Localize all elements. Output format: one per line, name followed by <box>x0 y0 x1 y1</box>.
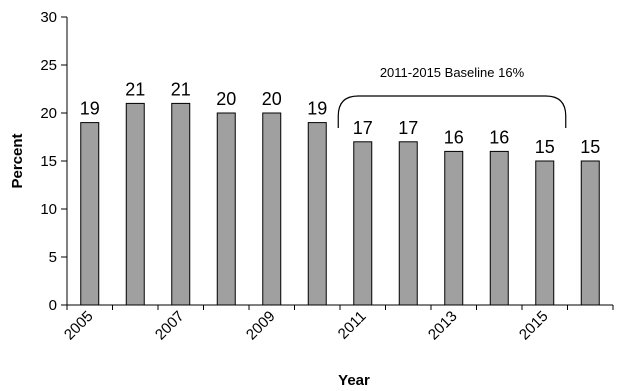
bar-2012 <box>398 141 418 306</box>
bar-2013 <box>444 150 464 306</box>
data-label: 19 <box>80 99 100 119</box>
y-tick-label: 25 <box>40 57 57 74</box>
data-label: 19 <box>307 99 327 119</box>
bar-2005 <box>80 122 100 306</box>
data-label: 17 <box>353 118 373 138</box>
x-tick-label: 2011 <box>335 308 370 343</box>
x-tick-label: 2005 <box>61 308 97 344</box>
bar-2010 <box>307 122 327 306</box>
bar-2016 <box>580 160 600 306</box>
y-tick-label: 30 <box>40 9 57 26</box>
x-tick-label: 2015 <box>516 308 552 344</box>
data-label: 15 <box>580 137 600 157</box>
data-label: 15 <box>535 137 555 157</box>
y-tick-label: 10 <box>40 201 57 218</box>
bar-2009 <box>262 112 282 306</box>
x-axis-title: Year <box>338 372 370 389</box>
x-tick-label: 2009 <box>243 308 279 344</box>
data-label: 20 <box>262 89 282 109</box>
bar-2014 <box>489 150 509 306</box>
data-label: 17 <box>398 118 418 138</box>
data-label: 21 <box>171 79 191 99</box>
bar-2006 <box>125 102 145 306</box>
bar-2015 <box>535 160 555 306</box>
x-tick-label: 2007 <box>152 308 188 344</box>
bar-2007 <box>171 102 191 306</box>
y-tick-label: 20 <box>40 105 57 122</box>
data-label: 16 <box>489 127 509 147</box>
plot-area: 0 5 10 15 20 25 30 19 2005 21 21 2007 20 20 2009 19 17 20… <box>40 9 614 344</box>
baseline-annotation: 2011-2015 Baseline 16% <box>337 65 567 128</box>
bar-2011 <box>353 141 373 306</box>
data-label: 20 <box>216 89 236 109</box>
x-tick-label: 2013 <box>425 308 461 344</box>
baseline-bracket <box>337 95 567 128</box>
y-tick-label: 0 <box>49 297 57 314</box>
bar-2008 <box>216 112 236 306</box>
baseline-annotation-text: 2011-2015 Baseline 16% <box>380 65 525 80</box>
y-axis-title: Percent <box>9 133 26 188</box>
data-label: 21 <box>125 79 145 99</box>
y-tick-label: 5 <box>49 249 57 266</box>
data-label: 16 <box>444 127 464 147</box>
y-tick-label: 15 <box>40 153 57 170</box>
